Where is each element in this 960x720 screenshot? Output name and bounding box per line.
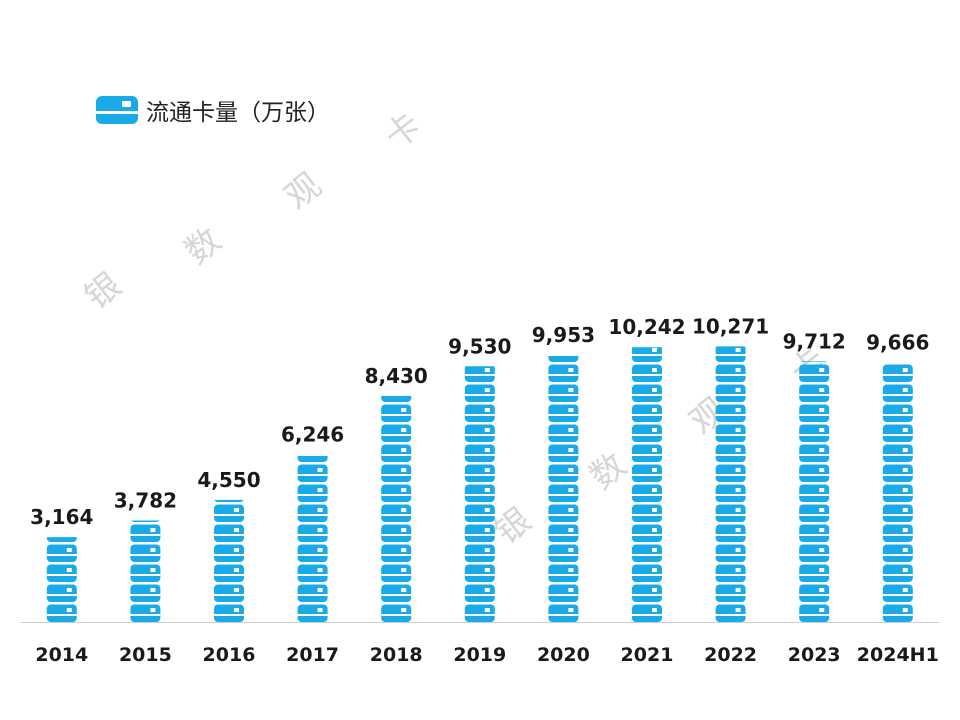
legend: 流通卡量（万张）: [96, 94, 330, 126]
watermark-char: 数: [178, 220, 229, 272]
value-label: 10,242: [608, 315, 685, 339]
x-tick-label: 2023: [788, 644, 841, 666]
bar: [381, 395, 412, 622]
bar: [799, 361, 830, 622]
x-tick-label: 2022: [704, 644, 757, 666]
x-tick-label: 2021: [621, 644, 674, 666]
x-tick-label: 2024H1: [857, 644, 939, 666]
credit-card-icon: [96, 96, 138, 124]
value-label: 3,782: [114, 489, 177, 513]
watermark-char: 银: [78, 265, 129, 317]
bar: [130, 520, 161, 622]
x-tick-label: 2018: [370, 644, 423, 666]
bar: [882, 364, 913, 622]
bar: [464, 366, 495, 622]
value-label: 3,164: [30, 505, 93, 529]
bar: [715, 346, 746, 622]
watermark-char: 观: [278, 165, 329, 217]
bar: [46, 537, 77, 622]
value-label: 10,271: [692, 314, 769, 338]
x-tick-label: 2020: [537, 644, 590, 666]
value-label: 9,530: [448, 334, 511, 358]
value-label: 8,430: [365, 364, 428, 388]
x-tick-label: 2016: [203, 644, 256, 666]
watermark-char: 数: [583, 445, 634, 497]
x-tick-label: 2017: [286, 644, 339, 666]
x-tick-label: 2015: [119, 644, 172, 666]
x-tick-label: 2014: [35, 644, 88, 666]
value-label: 4,550: [197, 468, 260, 492]
value-label: 6,246: [281, 422, 344, 446]
bar: [548, 354, 579, 622]
value-label: 9,712: [783, 329, 846, 353]
watermark-char: 卡: [378, 105, 429, 157]
value-label: 9,953: [532, 323, 595, 347]
watermark-char: 银: [488, 500, 539, 552]
bar: [297, 454, 328, 622]
value-label: 9,666: [866, 331, 929, 355]
legend-label: 流通卡量（万张）: [146, 100, 330, 126]
bar: [214, 499, 244, 622]
bar: [632, 347, 662, 622]
x-tick-label: 2019: [453, 644, 506, 666]
